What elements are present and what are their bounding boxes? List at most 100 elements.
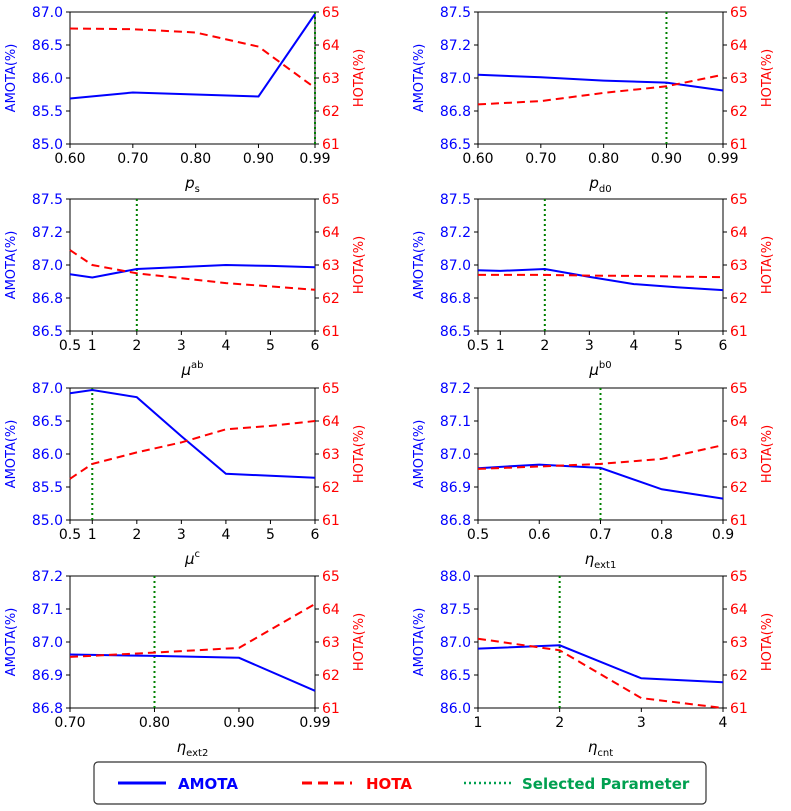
y-right-tick-label: 65 [730,381,748,397]
y-right-axis-label: HOTA(%) [352,236,367,294]
y-right-tick-label: 64 [730,414,748,430]
x-tick-label: 0.70 [54,715,85,731]
legend: AMOTA HOTA Selected Parameter [93,761,707,805]
x-tick-label: 0.99 [707,151,738,167]
y-left-tick-label: 87.5 [32,192,63,208]
panel-mu_b0: 0.5 1 2 3 4 5 6 86.5 86.8 87.0 87.2 87.5 61 62 63 64 65 A… [412,192,775,379]
x-tick-label: 5 [266,527,275,543]
x-tick-label: 3 [637,715,646,731]
y-left-tick-label: 86.9 [440,480,471,496]
y-right-tick-label: 65 [322,569,340,585]
y-right-tick-label: 65 [730,192,748,208]
panel-eta_cnt: 1 2 3 4 86.0 86.5 87.0 87.5 88.0 61 62 63 64 65 AMOTA(… [412,569,775,759]
x-axis-label-symbol: p [588,174,599,192]
x-axis-label-script: b0 [599,360,612,371]
legend-label-1: HOTA [366,775,412,793]
y-left-tick-label: 85.0 [32,513,63,529]
series-amota-line [69,653,316,692]
x-axis-label-symbol: η [588,738,598,756]
x-tick-label: 0.70 [525,151,556,167]
y-left-axis-label: AMOTA(%) [412,231,427,300]
y-right-tick-label: 64 [322,602,340,618]
y-left-tick-label: 86.9 [32,668,63,684]
x-tick-label: 1 [88,527,97,543]
series-hota-line [69,27,316,89]
x-axis-label: ηext1 [585,550,617,571]
y-right-tick-label: 64 [322,38,340,54]
x-axis-label-script: s [195,184,200,195]
x-tick-label: 6 [719,338,728,354]
y-right-tick-label: 64 [322,225,340,241]
series-amota-line [477,267,724,292]
plot-frame [477,11,724,145]
series-hota-line [69,249,316,291]
x-axis-label-symbol: p [184,174,195,192]
y-right-tick-label: 61 [730,701,748,717]
y-left-tick-label: 87.1 [440,414,471,430]
legend-label-2: Selected Parameter [522,775,690,793]
y-right-tick-label: 63 [730,71,748,87]
y-right-tick-label: 61 [730,324,748,340]
series-amota-line [69,263,316,279]
y-left-tick-label: 87.5 [440,5,471,21]
x-axis-label-script: ext1 [594,560,616,571]
y-left-tick-label: 87.2 [32,225,63,241]
y-left-tick-label: 86.5 [32,38,63,54]
y-left-tick-label: 87.0 [32,5,63,21]
y-left-tick-label: 87.5 [440,192,471,208]
x-tick-label: 1 [474,715,483,731]
x-axis-label-symbol: μ [180,361,191,379]
y-right-tick-label: 65 [730,569,748,585]
y-left-tick-label: 86.8 [440,291,471,307]
x-axis-label-script: c [195,549,201,560]
y-left-axis-label: AMOTA(%) [4,420,19,489]
x-axis-label-script: cnt [597,748,613,759]
y-left-axis-label: AMOTA(%) [4,44,19,113]
plot-frame [69,387,316,521]
series-amota-line [69,388,316,479]
x-tick-label: 1 [88,338,97,354]
x-tick-label: 2 [555,715,564,731]
x-tick-label: 0.80 [139,715,170,731]
x-axis-label: pd0 [588,174,611,195]
x-tick-label: 0.9 [712,527,734,543]
series-amota-line [477,73,724,92]
series-amota-line [477,463,724,500]
x-tick-label: 0.90 [651,151,682,167]
panel-eta_ext1: 0.5 0.6 0.7 0.8 0.9 86.8 86.9 87.0 87.1 87.2 61 62 6… [412,381,775,571]
y-left-tick-label: 87.2 [440,38,471,54]
y-right-tick-label: 65 [730,5,748,21]
y-right-tick-label: 62 [322,104,340,120]
x-tick-label: 0.99 [299,151,330,167]
x-tick-label: 2 [132,338,141,354]
y-right-tick-label: 63 [730,447,748,463]
y-right-tick-label: 64 [322,414,340,430]
x-tick-label: 6 [311,527,320,543]
x-tick-label: 2 [540,338,549,354]
y-right-axis-label: HOTA(%) [760,49,775,107]
y-left-axis-label: AMOTA(%) [412,44,427,113]
x-tick-label: 0.5 [59,338,81,354]
y-right-tick-label: 62 [322,291,340,307]
x-tick-label: 0.60 [462,151,493,167]
panel-mu_ab: 0.5 1 2 3 4 5 6 86.5 86.8 87.0 87.2 87.5 61 62 63 64 65 A… [4,192,367,379]
panel-eta_ext2: 0.70 0.80 0.90 0.99 86.8 86.9 87.0 87.1 87.2 61 62… [4,569,367,759]
x-tick-label: 1 [496,338,505,354]
legend-frame [93,761,707,805]
x-axis-label-script: ext2 [186,748,208,759]
y-left-tick-label: 87.1 [32,602,63,618]
y-right-tick-label: 63 [322,71,340,87]
y-left-tick-label: 86.0 [32,447,63,463]
y-left-tick-label: 87.2 [440,381,471,397]
y-right-tick-label: 65 [322,381,340,397]
series-hota-line [477,444,724,470]
y-left-axis-label: AMOTA(%) [4,231,19,300]
y-right-axis-label: HOTA(%) [352,613,367,671]
y-left-tick-label: 87.0 [440,635,471,651]
x-tick-label: 4 [221,527,230,543]
y-left-tick-label: 87.0 [440,71,471,87]
y-left-tick-label: 86.8 [440,104,471,120]
y-left-tick-label: 85.0 [32,137,63,153]
y-left-tick-label: 88.0 [440,569,471,585]
y-left-tick-label: 86.0 [32,71,63,87]
